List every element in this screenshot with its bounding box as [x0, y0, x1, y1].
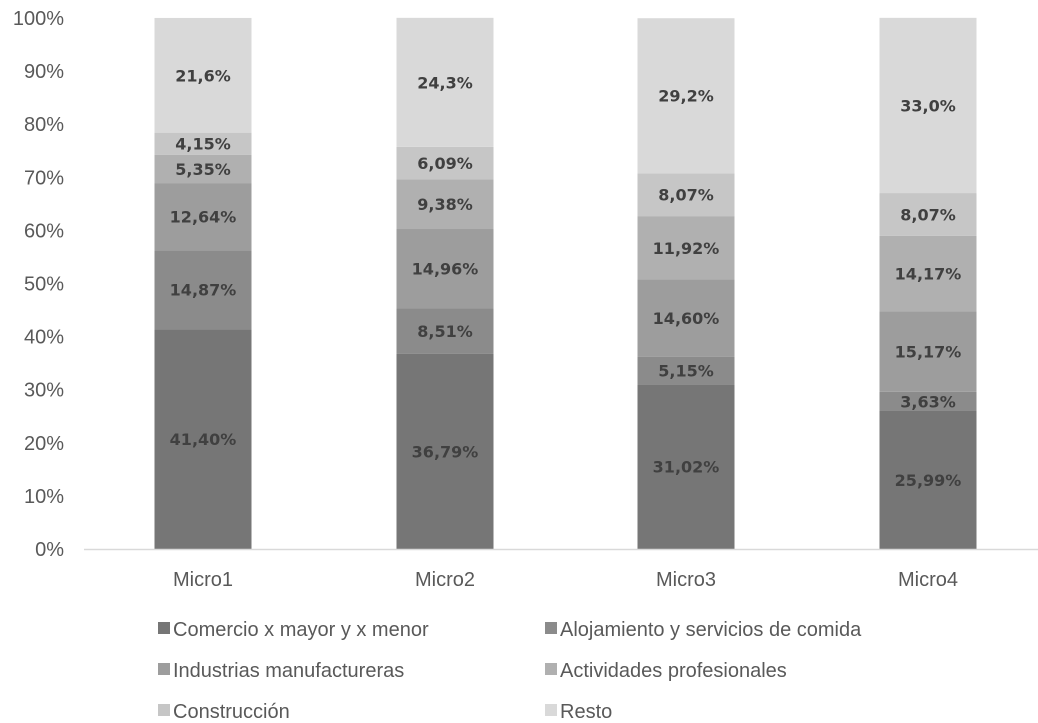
y-tick-label: 70%: [24, 167, 64, 189]
y-tick-label: 100%: [13, 8, 64, 30]
y-tick-label: 80%: [24, 114, 64, 136]
legend-item: Resto: [545, 701, 612, 723]
bar-segment: [637, 173, 735, 217]
legend-swatch: [545, 704, 557, 716]
data-label: 6,09%: [417, 154, 473, 173]
y-tick-label: 60%: [24, 220, 64, 242]
data-label: 36,79%: [412, 442, 479, 461]
x-tick-label: Micro2: [415, 569, 475, 591]
y-axis-ticks: 0% 10% 20% 30% 40% 50% 60% 70% 80% 90% 100%: [13, 8, 64, 561]
legend-swatch: [158, 663, 170, 675]
legend-label: Resto: [560, 701, 612, 723]
bar-segment: [396, 229, 494, 309]
bar-segment: [879, 410, 977, 549]
y-tick-label: 0%: [35, 539, 64, 561]
data-label: 8,07%: [658, 186, 714, 205]
bars: 41,40% 14,87% 12,64% 5,35% 4,15% 21,6% 36,79% 8…: [154, 17, 977, 549]
data-label: 29,2%: [658, 87, 714, 106]
bar-segment: [396, 353, 494, 549]
bar-segment: [879, 235, 977, 312]
legend-label: Actividades profesionales: [560, 660, 787, 682]
legend-label: Construcción: [173, 701, 290, 723]
data-label: 41,40%: [170, 430, 237, 449]
bar-segment: [637, 279, 735, 357]
bar-segment: [154, 17, 252, 133]
bar-segment: [154, 250, 252, 330]
data-label: 8,07%: [900, 205, 956, 224]
bar-segment: [879, 17, 977, 194]
bar-segment: [879, 311, 977, 392]
bar-stack: 36,79% 8,51% 14,96% 9,38% 6,09% 24,3%: [396, 17, 494, 549]
legend-item: Industrias manufactureras: [158, 660, 404, 682]
x-tick-label: Micro3: [656, 569, 716, 591]
legend-swatch: [158, 622, 170, 634]
bar-stack: 25,99% 3,63% 15,17% 14,17% 8,07% 33,0%: [879, 17, 977, 549]
data-label: 25,99%: [895, 471, 962, 490]
bar-segment: [637, 384, 735, 549]
bar-segment: [396, 179, 494, 230]
y-tick-label: 20%: [24, 433, 64, 455]
legend-item: Alojamiento y servicios de comida: [545, 619, 862, 641]
legend-label: Comercio x mayor y x menor: [173, 619, 429, 641]
bar-segment: [154, 154, 252, 184]
bar-segment: [637, 356, 735, 385]
data-label: 5,15%: [658, 362, 714, 381]
data-label: 5,35%: [175, 160, 231, 179]
data-label: 14,96%: [412, 260, 479, 279]
bar-segment: [879, 193, 977, 236]
data-label: 9,38%: [417, 195, 473, 214]
legend-swatch: [158, 704, 170, 716]
y-tick-label: 30%: [24, 380, 64, 402]
legend-swatch: [545, 663, 557, 675]
y-tick-label: 40%: [24, 327, 64, 349]
bar-segment: [396, 308, 494, 354]
data-label: 3,63%: [900, 392, 956, 411]
legend-swatch: [545, 622, 557, 634]
bar-segment: [637, 216, 735, 280]
data-label: 33,0%: [900, 96, 956, 115]
legend-item: Comercio x mayor y x menor: [158, 619, 429, 641]
bar-segment: [154, 132, 252, 155]
data-label: 4,15%: [175, 135, 231, 154]
bar-segment: [879, 391, 977, 411]
y-tick-label: 50%: [24, 274, 64, 296]
bar-segment: [154, 183, 252, 251]
data-label: 8,51%: [417, 322, 473, 341]
legend-label: Alojamiento y servicios de comida: [560, 619, 862, 641]
data-label: 14,17%: [895, 265, 962, 284]
bar-segment: [396, 146, 494, 180]
data-label: 12,64%: [170, 208, 237, 227]
legend: Comercio x mayor y x menor Alojamiento y …: [158, 619, 862, 723]
x-axis-ticks: Micro1 Micro2 Micro3 Micro4: [173, 569, 958, 591]
bar-stack: 41,40% 14,87% 12,64% 5,35% 4,15% 21,6%: [154, 17, 252, 549]
legend-label: Industrias manufactureras: [173, 660, 404, 682]
data-label: 31,02%: [653, 458, 720, 477]
bar-stack: 31,02% 5,15% 14,60% 11,92% 8,07% 29,2%: [637, 18, 735, 549]
x-tick-label: Micro4: [898, 569, 958, 591]
data-label: 11,92%: [653, 239, 720, 258]
data-label: 21,6%: [175, 66, 231, 85]
data-label: 14,60%: [653, 309, 720, 328]
bar-segment: [637, 18, 735, 174]
data-label: 14,87%: [170, 281, 237, 300]
data-label: 24,3%: [417, 73, 473, 92]
bar-segment: [396, 17, 494, 147]
y-tick-label: 10%: [24, 486, 64, 508]
data-label: 15,17%: [895, 342, 962, 361]
bar-segment: [154, 329, 252, 549]
y-tick-label: 90%: [24, 61, 64, 83]
legend-item: Actividades profesionales: [545, 660, 787, 682]
legend-item: Construcción: [158, 701, 290, 723]
x-tick-label: Micro1: [173, 569, 233, 591]
